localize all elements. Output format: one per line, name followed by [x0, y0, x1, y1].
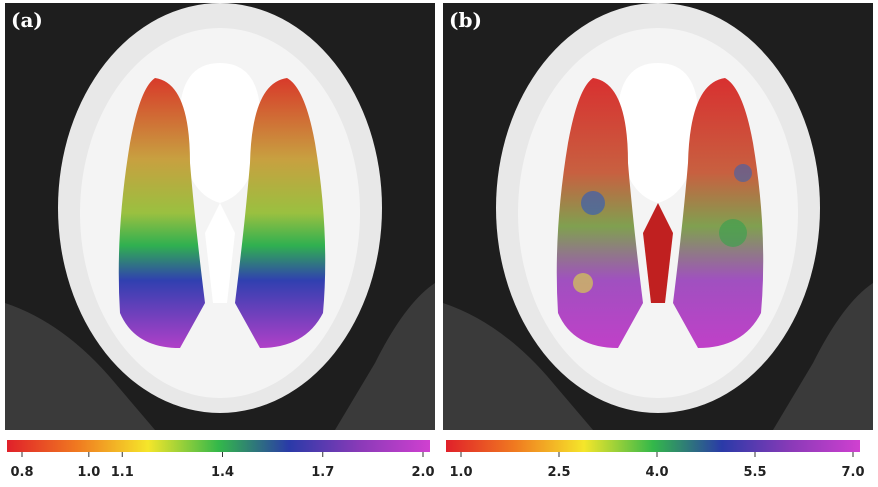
tick-label: 1.0 [449, 465, 472, 480]
tick-label: 1.4 [211, 465, 234, 480]
tick-label: 0.8 [10, 465, 33, 480]
tick-label: 2.0 [411, 465, 434, 480]
tick-label: 4.0 [645, 465, 668, 480]
panel-b: (b) [443, 3, 873, 430]
tick-label: 2.5 [547, 465, 570, 480]
tick-label: 1.1 [111, 465, 134, 480]
panel-a: (a) [5, 3, 435, 430]
tick-label: 1.0 [77, 465, 100, 480]
panel-label: (a) [11, 8, 43, 32]
panel-label: (b) [449, 8, 482, 32]
colorbar [446, 440, 860, 452]
tick-label: 5.5 [743, 465, 766, 480]
tick-label: 1.7 [311, 465, 334, 480]
tick-label: 7.0 [841, 465, 864, 480]
colorbar [7, 440, 430, 452]
